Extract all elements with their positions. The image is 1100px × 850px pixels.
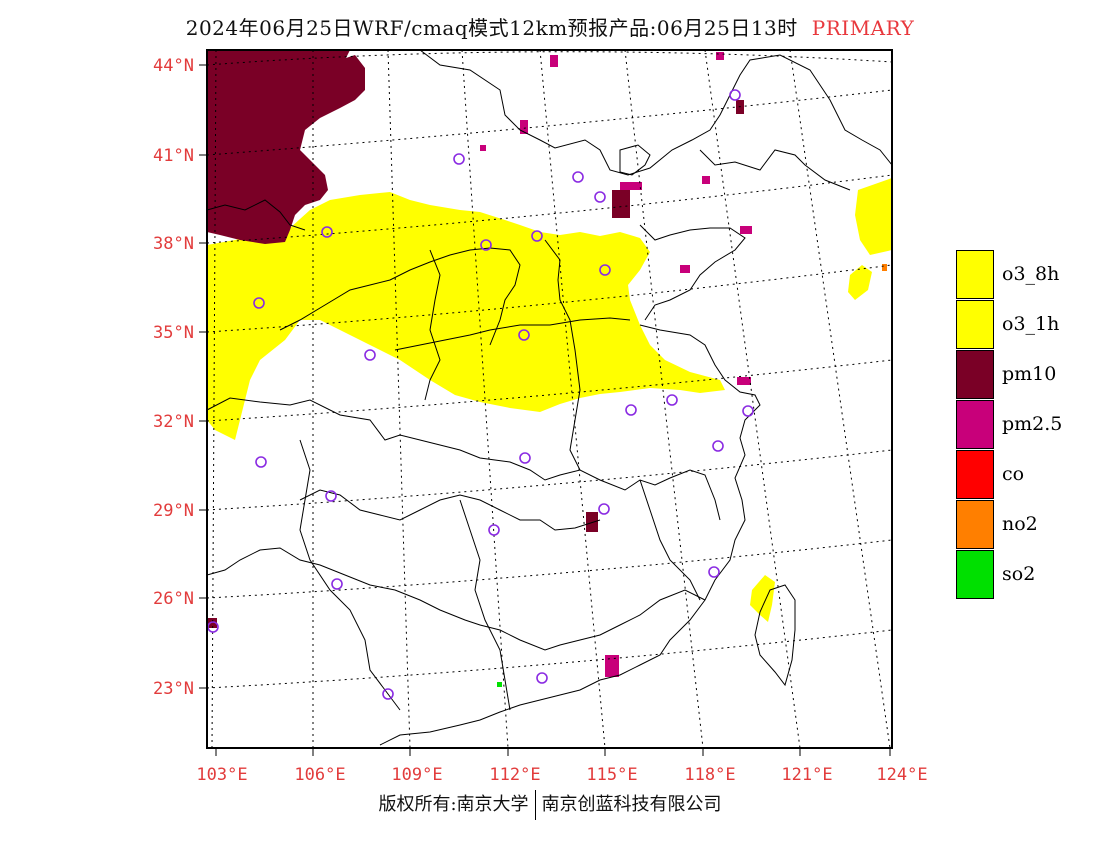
pm25-spot-2 <box>680 265 690 273</box>
title-tag: PRIMARY <box>811 16 915 40</box>
legend: o3_8h o3_1h pm10 pm2.5 co no2 so2 <box>956 249 1086 599</box>
station-marker <box>598 503 610 515</box>
pm10-top-band <box>207 50 350 75</box>
station-marker <box>518 329 530 341</box>
lon-label: 103°E <box>196 765 247 785</box>
station-marker <box>729 89 741 101</box>
pm25-spot-3 <box>740 226 752 234</box>
lon-labels: 103°E 106°E 109°E 112°E 115°E 118°E 121°… <box>196 765 927 785</box>
map-content <box>207 50 892 748</box>
station-marker <box>321 226 333 238</box>
o3-region-east <box>855 178 892 255</box>
lon-label: 115°E <box>586 765 637 785</box>
legend-item-pm10: pm10 <box>956 349 1086 399</box>
station-marker <box>382 688 394 700</box>
station-marker <box>594 191 606 203</box>
legend-item-o3-1h: o3_1h <box>956 299 1086 349</box>
lat-label: 44°N <box>153 56 194 76</box>
legend-label: no2 <box>1002 513 1038 535</box>
station-marker <box>364 349 376 361</box>
legend-swatch <box>956 499 994 549</box>
lon-label: 124°E <box>876 765 927 785</box>
pm25-spot-1 <box>605 655 619 677</box>
credit-left: 版权所有:南京大学 <box>378 794 529 815</box>
station-marker <box>625 404 637 416</box>
map-title: 2024年06月25日WRF/cmaq模式12km预报产品:06月25日13时 P… <box>0 12 1100 41</box>
legend-swatch <box>956 549 994 599</box>
lon-label: 112°E <box>489 765 540 785</box>
station-marker <box>325 490 337 502</box>
lon-label: 109°E <box>391 765 442 785</box>
station-marker <box>531 230 543 242</box>
station-marker <box>480 239 492 251</box>
legend-item-co: co <box>956 449 1086 499</box>
legend-label: so2 <box>1002 563 1036 585</box>
legend-label: o3_8h <box>1002 263 1060 285</box>
pm25-spot-8 <box>716 52 724 60</box>
no2-spot <box>882 264 887 271</box>
pm25-spot-6 <box>620 182 642 190</box>
station-marker <box>712 440 724 452</box>
o3-region-shandong <box>848 265 872 300</box>
legend-swatch <box>956 399 994 449</box>
lat-label: 26°N <box>153 589 194 609</box>
lat-label: 23°N <box>153 679 194 699</box>
pm10-spot-beijing <box>612 190 630 218</box>
pm25-spot-7 <box>737 377 751 385</box>
o3-region-taiwan-strait <box>750 575 775 622</box>
legend-swatch <box>956 449 994 499</box>
credit-line: 版权所有:南京大学 南京创蓝科技有限公司 <box>0 790 1100 820</box>
pm25-spot-10 <box>702 176 710 184</box>
station-marker <box>599 264 611 276</box>
legend-swatch <box>956 349 994 399</box>
pm10-region <box>207 50 365 244</box>
legend-swatch <box>956 249 994 299</box>
legend-item-o3-8h: o3_8h <box>956 249 1086 299</box>
pm10-spot-mid <box>586 512 598 532</box>
so2-spot <box>497 682 502 687</box>
lat-label: 38°N <box>153 234 194 254</box>
o3-region <box>207 192 725 440</box>
pm25-spot-5 <box>520 120 528 134</box>
lat-label: 32°N <box>153 412 194 432</box>
lat-label: 29°N <box>153 501 194 521</box>
credit-separator <box>534 790 536 820</box>
lon-label: 106°E <box>294 765 345 785</box>
pm25-spot-4 <box>550 55 558 67</box>
lat-label: 35°N <box>153 323 194 343</box>
lat-ticks <box>199 64 207 689</box>
credit-right: 南京创蓝科技有限公司 <box>541 794 722 815</box>
station-marker <box>536 672 548 684</box>
station-marker <box>488 524 500 536</box>
station-marker <box>572 171 584 183</box>
pm25-spot-9 <box>480 145 486 151</box>
legend-label: pm2.5 <box>1002 413 1063 435</box>
lon-label: 121°E <box>781 765 832 785</box>
title-main: 2024年06月25日WRF/cmaq模式12km预报产品:06月25日13时 <box>185 16 798 40</box>
lon-ticks <box>215 748 891 756</box>
lat-labels: 44°N 41°N 38°N 35°N 32°N 29°N 26°N 23°N <box>153 56 194 699</box>
pm10-spot-west <box>207 618 217 628</box>
station-marker <box>253 297 265 309</box>
lon-label: 118°E <box>684 765 735 785</box>
station-marker <box>742 405 754 417</box>
station-marker <box>255 456 267 468</box>
map-border <box>206 49 893 749</box>
lat-label: 41°N <box>153 146 194 166</box>
station-marker <box>708 566 720 578</box>
legend-label: o3_1h <box>1002 313 1060 335</box>
boundaries <box>207 50 892 746</box>
legend-item-pm25: pm2.5 <box>956 399 1086 449</box>
station-marker <box>666 394 678 406</box>
legend-item-no2: no2 <box>956 499 1086 549</box>
legend-label: co <box>1002 463 1025 485</box>
legend-label: pm10 <box>1002 363 1057 385</box>
station-marker <box>331 578 343 590</box>
legend-swatch <box>956 299 994 349</box>
legend-item-so2: so2 <box>956 549 1086 599</box>
station-marker <box>519 452 531 464</box>
station-marker <box>453 153 465 165</box>
graticule <box>207 50 892 748</box>
